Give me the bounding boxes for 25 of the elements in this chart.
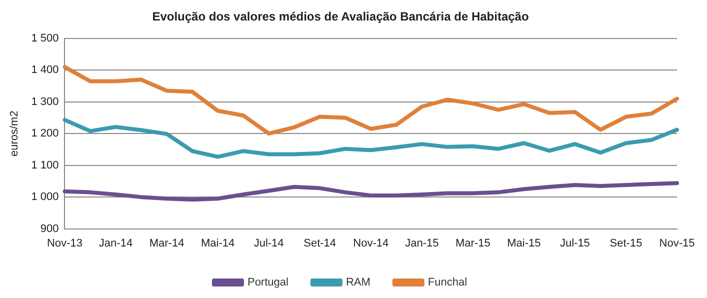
x-tick-label: Jul-14: [254, 237, 284, 250]
x-tick-label: Mar-14: [149, 237, 184, 250]
x-tick-label: Nov-13: [46, 237, 82, 250]
y-tick-label: 1 000: [31, 191, 59, 204]
x-tick-label: Jan-14: [98, 237, 133, 250]
y-tick-label: 1 300: [31, 96, 59, 108]
x-tick-label: Set-15: [610, 237, 642, 250]
y-axis-title: euros/m2: [8, 110, 21, 157]
y-tick-label: 1 100: [31, 159, 59, 172]
x-tick-label: Mai-15: [507, 237, 541, 250]
x-tick-label: Mar-15: [455, 237, 490, 250]
y-tick-label: 1 400: [31, 64, 59, 76]
legend-label: Portugal: [247, 276, 288, 289]
x-tick-label: Set-14: [304, 237, 336, 250]
x-tick-label: Nov-14: [353, 237, 389, 250]
x-tick-label: Jul-15: [560, 237, 590, 250]
y-tick-label: 900: [40, 222, 59, 235]
y-tick-label: 1 500: [31, 32, 59, 44]
y-tick-label: 1 200: [31, 128, 59, 140]
legend-label: RAM: [346, 276, 370, 289]
x-tick-label: Nov-15: [659, 237, 695, 250]
legend-label: Funchal: [428, 276, 468, 289]
x-tick-label: Jan-15: [405, 237, 439, 250]
chart-title: Evolução dos valores médios de Avaliação Bancária de Habitação: [152, 10, 529, 24]
x-tick-label: Mai-14: [200, 237, 235, 250]
